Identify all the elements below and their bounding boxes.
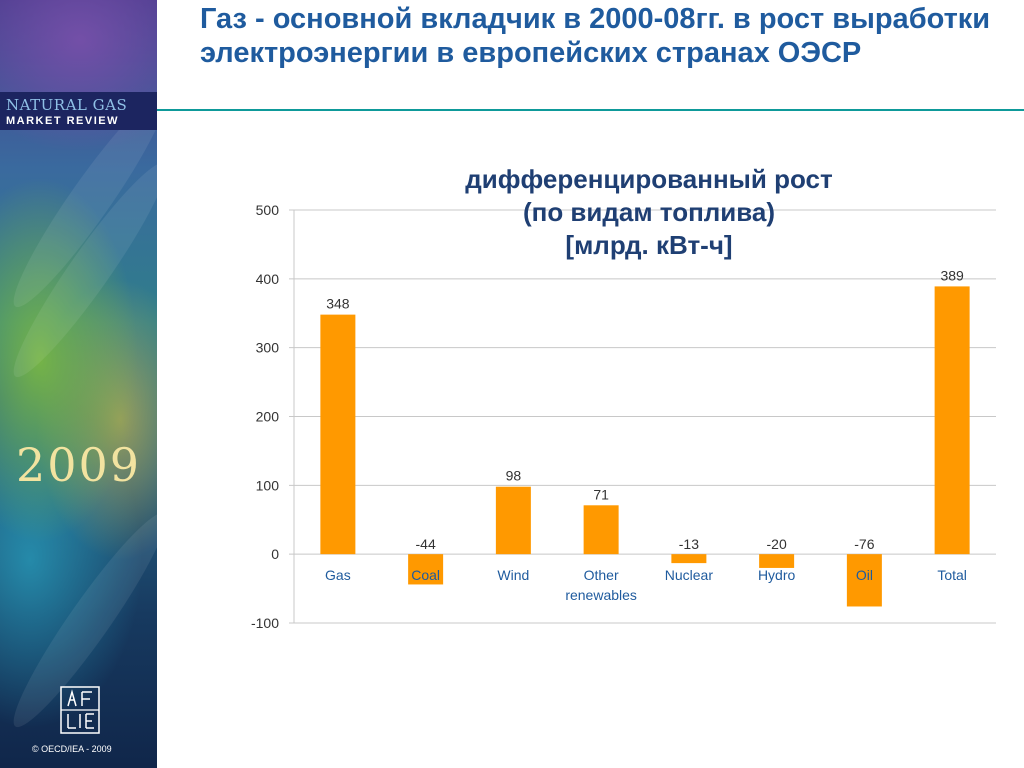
data-label: -13 (679, 536, 699, 552)
category-label: Nuclear (665, 567, 714, 583)
chart-gridlines (289, 209, 996, 624)
title-divider (157, 109, 1024, 111)
bar (320, 314, 356, 555)
bar (934, 286, 970, 555)
iea-logo-icon (60, 686, 100, 734)
y-tick-label: 400 (256, 271, 280, 287)
slide-title: Газ - основной вкладчик в 2000-08гг. в р… (200, 3, 991, 69)
y-tick-label: 100 (256, 477, 280, 493)
sidebar-decoration: NATURAL GAS MARKET REVIEW 2009 © OECD/IE… (0, 0, 157, 768)
data-label: -76 (854, 536, 874, 552)
bar (408, 554, 444, 585)
data-label: -20 (767, 536, 787, 552)
data-label: 98 (506, 468, 522, 484)
bar (495, 486, 531, 555)
y-tick-label: 200 (256, 409, 280, 425)
chart-bars (320, 286, 970, 607)
chart-labels: -100 0 100 200 300 400 500 348 Gas -44 Coal 98 Wind 7… (251, 202, 967, 631)
bar (583, 505, 619, 555)
bar (671, 554, 707, 564)
category-label: renewables (565, 587, 637, 603)
bar (759, 554, 795, 568)
brand-year: 2009 (16, 438, 142, 492)
data-label: 348 (326, 296, 350, 312)
category-label: Coal (411, 567, 440, 583)
category-label: Wind (497, 567, 529, 583)
chart-title-line-1: дифференцированный рост (465, 164, 833, 194)
category-label: Other (584, 567, 619, 583)
y-tick-label: 300 (256, 340, 280, 356)
y-tick-label: -100 (251, 615, 279, 631)
chart-title: дифференцированный рост (по видам топлив… (384, 163, 914, 262)
category-label: Total (937, 567, 967, 583)
y-tick-label: 0 (271, 546, 279, 562)
bar (846, 554, 882, 607)
data-label: 71 (593, 486, 609, 502)
y-tick-label: 500 (256, 202, 280, 218)
category-label: Oil (856, 567, 873, 583)
data-label: 389 (940, 267, 964, 283)
copyright-text: © OECD/IEA - 2009 (32, 744, 112, 754)
brand-banner (0, 92, 157, 130)
category-label: Hydro (758, 567, 796, 583)
chart-title-line-3: [млрд. кВт-ч] (565, 230, 733, 260)
data-label: -44 (416, 536, 436, 552)
chart-title-line-2: (по видам топлива) (522, 197, 776, 227)
brand-name: NATURAL GAS (6, 96, 128, 114)
category-label: Gas (325, 567, 351, 583)
brand-subtitle: MARKET REVIEW (6, 115, 119, 127)
